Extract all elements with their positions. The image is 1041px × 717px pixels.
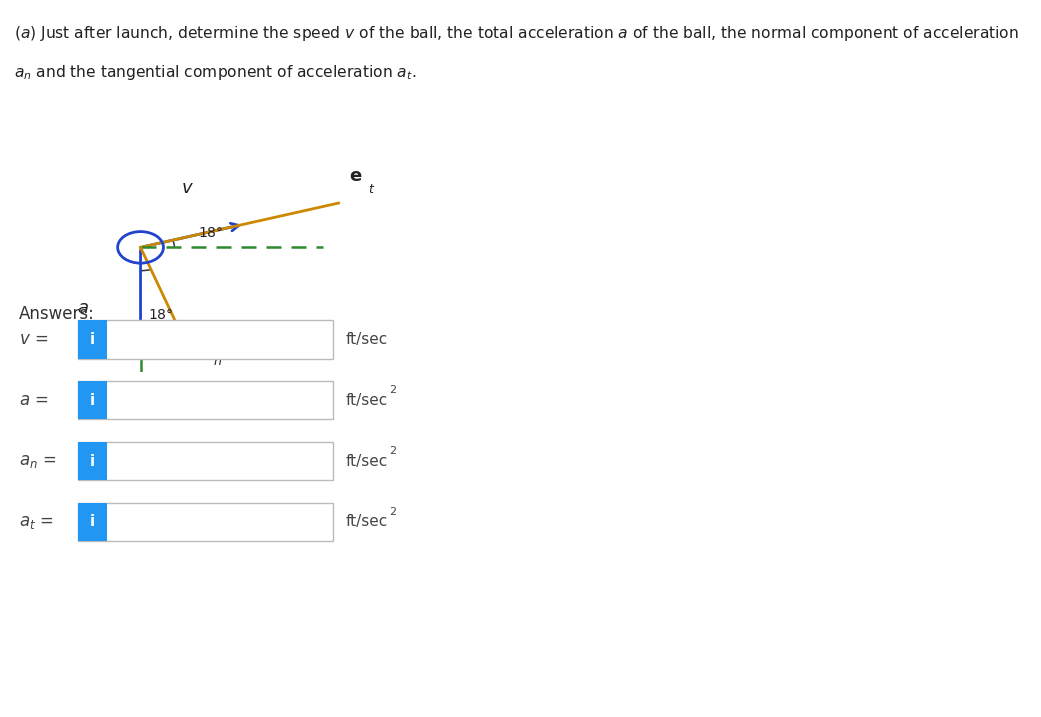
Text: $18°$: $18°$ — [148, 308, 173, 323]
Text: Answers:: Answers: — [19, 305, 95, 323]
Text: $a_n$ and the tangential component of acceleration $a_t$.: $a_n$ and the tangential component of ac… — [14, 63, 415, 82]
FancyBboxPatch shape — [78, 503, 107, 541]
Text: $\mathit{n}$: $\mathit{n}$ — [213, 355, 222, 369]
FancyBboxPatch shape — [78, 503, 333, 541]
Text: $(a)$ Just after launch, determine the speed $v$ of the ball, the total accelera: $(a)$ Just after launch, determine the s… — [14, 24, 1018, 42]
Text: $\mathit{t}$: $\mathit{t}$ — [367, 183, 375, 196]
Text: ft/sec: ft/sec — [346, 393, 388, 407]
Text: $v$ =: $v$ = — [19, 330, 48, 348]
Text: $\mathit{v}$: $\mathit{v}$ — [181, 179, 194, 197]
Text: 2: 2 — [389, 446, 397, 456]
FancyBboxPatch shape — [78, 442, 333, 480]
Text: $\mathbf{e}$: $\mathbf{e}$ — [195, 345, 208, 363]
FancyBboxPatch shape — [78, 320, 107, 358]
Text: i: i — [91, 332, 95, 346]
FancyBboxPatch shape — [78, 320, 333, 358]
Text: i: i — [91, 454, 95, 468]
Text: $\mathbf{e}$: $\mathbf{e}$ — [349, 167, 362, 185]
Text: $18°$: $18°$ — [198, 226, 223, 240]
Text: $\mathit{a}$: $\mathit{a}$ — [77, 300, 88, 318]
Text: i: i — [91, 393, 95, 407]
FancyBboxPatch shape — [78, 381, 333, 419]
Text: ft/sec: ft/sec — [346, 454, 388, 468]
Text: 2: 2 — [389, 385, 397, 395]
FancyBboxPatch shape — [78, 442, 107, 480]
Text: $a$ =: $a$ = — [19, 391, 48, 409]
Text: 2: 2 — [389, 507, 397, 517]
FancyBboxPatch shape — [78, 381, 107, 419]
Text: ft/sec: ft/sec — [346, 332, 388, 346]
Text: ft/sec: ft/sec — [346, 515, 388, 529]
Text: $a_t$ =: $a_t$ = — [19, 513, 53, 531]
Text: i: i — [91, 515, 95, 529]
Text: $a_n$ =: $a_n$ = — [19, 452, 56, 470]
